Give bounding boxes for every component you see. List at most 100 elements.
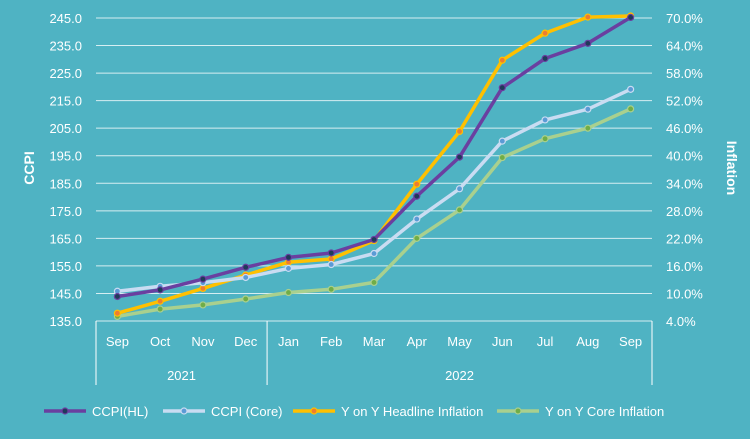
category-label: Aug <box>576 334 599 349</box>
data-point <box>327 249 335 257</box>
series-line <box>116 14 631 315</box>
data-point <box>370 235 378 244</box>
data-point <box>455 185 464 193</box>
category-label: Jul <box>537 334 554 349</box>
left-tick-label: 165.0 <box>49 231 82 246</box>
data-point <box>199 275 207 283</box>
legend-item: CCPI(HL) <box>44 404 148 419</box>
data-point <box>413 215 421 223</box>
data-point <box>413 180 421 188</box>
right-tick-label: 28.0% <box>666 204 703 219</box>
data-point <box>413 192 421 200</box>
year-group-label: 2021 <box>167 368 196 383</box>
data-point <box>156 286 164 294</box>
data-point <box>370 249 378 258</box>
legend-swatch-marker <box>514 407 522 415</box>
left-tick-label: 145.0 <box>49 286 82 301</box>
series-ccpi-hl- <box>113 13 635 301</box>
data-point <box>284 264 293 272</box>
left-tick-label: 185.0 <box>49 176 82 191</box>
legend-item: CCPI (Core) <box>163 404 283 419</box>
data-point <box>242 263 250 271</box>
data-point <box>584 105 592 113</box>
data-point <box>627 85 635 93</box>
data-point <box>584 124 592 132</box>
data-point <box>242 295 250 303</box>
right-axis-title: Inflation <box>724 141 740 195</box>
category-label: Sep <box>619 334 642 349</box>
category-label: Oct <box>150 334 171 349</box>
left-tick-label: 235.0 <box>49 39 82 54</box>
legend-swatch-marker <box>310 407 318 415</box>
category-label: Apr <box>407 334 428 349</box>
data-point <box>113 292 121 301</box>
legend-label: Y on Y Headline Inflation <box>341 404 483 419</box>
right-axis-ticks: 4.0% 10.0% 16.0% 22.0% 28.0% 34.0% 40.0% 46.0% 5… <box>666 11 703 329</box>
data-point <box>498 153 506 162</box>
series-layer <box>113 12 635 321</box>
legend-swatch-marker <box>61 407 69 415</box>
data-point <box>199 301 207 309</box>
year-group-label: 2022 <box>445 368 474 383</box>
right-tick-label: 70.0% <box>666 11 703 26</box>
data-point <box>327 285 335 293</box>
left-axis-ticks: 135.0 145.0 155.0 165.0 175.0 185.0 195.0 205.0… <box>49 11 82 329</box>
legend: CCPI(HL) CCPI (Core) Y on Y Headline Infla… <box>44 404 664 419</box>
data-point <box>370 278 378 287</box>
legend-label: CCPI (Core) <box>211 404 283 419</box>
category-axis: Sep Oct Nov Dec Jan Feb Mar Apr May Jun Jul Aug Sep 2… <box>95 321 653 385</box>
left-tick-label: 195.0 <box>49 149 82 164</box>
right-tick-label: 16.0% <box>666 259 703 274</box>
right-tick-label: 64.0% <box>666 39 703 54</box>
data-point <box>541 54 549 63</box>
data-point <box>455 127 464 135</box>
data-point <box>113 309 121 317</box>
right-tick-label: 52.0% <box>666 94 703 109</box>
series-y-on-y-core-inflation <box>113 105 635 321</box>
data-point <box>327 260 335 269</box>
data-point <box>413 234 421 242</box>
data-point <box>627 13 635 22</box>
left-tick-label: 175.0 <box>49 204 82 219</box>
legend-label: CCPI(HL) <box>92 404 148 419</box>
left-tick-label: 245.0 <box>49 11 82 26</box>
data-point <box>584 13 592 21</box>
data-point <box>584 39 592 47</box>
data-point <box>455 153 464 161</box>
data-point <box>498 84 506 92</box>
category-label: Mar <box>363 334 386 349</box>
category-label: May <box>447 334 472 349</box>
data-point <box>156 297 164 305</box>
category-label: Jan <box>278 334 299 349</box>
legend-swatch-marker <box>180 407 188 415</box>
data-point <box>242 273 250 282</box>
right-tick-label: 40.0% <box>666 149 703 164</box>
gridlines <box>96 17 652 322</box>
left-tick-label: 215.0 <box>49 94 82 109</box>
data-point <box>498 56 506 64</box>
category-label: Jun <box>492 334 513 349</box>
category-label: Nov <box>191 334 215 349</box>
category-label: Dec <box>234 334 258 349</box>
right-tick-label: 46.0% <box>666 121 703 136</box>
legend-item: Y on Y Core Inflation <box>497 404 664 419</box>
category-label: Feb <box>320 334 342 349</box>
legend-label: Y on Y Core Inflation <box>545 404 664 419</box>
data-point <box>498 137 506 145</box>
left-tick-label: 135.0 <box>49 314 82 329</box>
data-point <box>455 206 464 214</box>
data-point <box>284 288 293 297</box>
category-label: Sep <box>106 334 129 349</box>
left-tick-label: 205.0 <box>49 121 82 136</box>
data-point <box>156 305 164 313</box>
data-point <box>541 29 549 37</box>
right-tick-label: 34.0% <box>666 176 703 191</box>
right-tick-label: 58.0% <box>666 66 703 81</box>
data-point <box>541 116 549 124</box>
right-tick-label: 22.0% <box>666 231 703 246</box>
data-point <box>627 105 635 113</box>
left-tick-label: 225.0 <box>49 66 82 81</box>
series-ccpi-core- <box>113 85 635 295</box>
